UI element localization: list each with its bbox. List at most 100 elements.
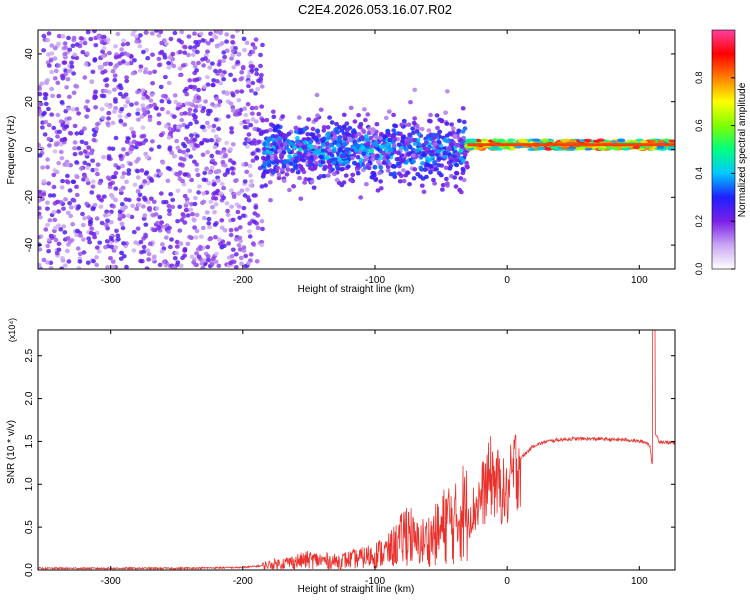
heatmap-cell xyxy=(461,119,467,125)
heatmap-cell xyxy=(172,256,178,261)
heatmap-cell xyxy=(46,63,52,68)
snr-data-point xyxy=(665,442,666,443)
heatmap-cell xyxy=(156,56,162,62)
heatmap-cell xyxy=(55,199,60,204)
heatmap-cell xyxy=(182,172,188,177)
heatmap-cell xyxy=(416,142,422,147)
heatmap-cell xyxy=(391,143,397,148)
heatmap-cell xyxy=(418,165,424,170)
heatmap-cell xyxy=(125,61,130,66)
heatmap-cell xyxy=(427,157,432,163)
heatmap-cell xyxy=(186,52,191,58)
heatmap-cell xyxy=(449,142,454,147)
heatmap-cell xyxy=(91,231,97,237)
heatmap-cell xyxy=(454,171,460,176)
heatmap-cell xyxy=(219,244,225,250)
heatmap-cell xyxy=(255,147,260,153)
heatmap-cell xyxy=(315,128,320,133)
spectrogram-y-tick-label: 0 xyxy=(24,146,35,152)
heatmap-cell xyxy=(458,156,464,161)
heatmap-cell xyxy=(230,34,236,39)
heatmap-cell xyxy=(74,232,80,237)
snr-y-multiplier: (x10⁴) xyxy=(7,318,17,342)
heatmap-cell xyxy=(137,202,142,207)
heatmap-cell xyxy=(356,113,361,118)
heatmap-cell xyxy=(385,131,390,136)
heatmap-cell xyxy=(392,171,397,176)
heatmap-cell xyxy=(209,153,215,159)
heatmap-cell xyxy=(243,253,249,259)
heatmap-cell xyxy=(261,171,267,177)
heatmap-cell xyxy=(130,32,136,37)
heatmap-cell xyxy=(414,123,420,129)
heatmap-cell xyxy=(69,60,74,65)
heatmap-cell xyxy=(197,103,203,109)
heatmap-cell xyxy=(228,188,234,193)
heatmap-cell xyxy=(186,34,192,39)
snr-data-point xyxy=(559,439,560,440)
heatmap-cell xyxy=(177,49,183,55)
heatmap-cell xyxy=(246,83,251,89)
heatmap-cell xyxy=(161,93,166,99)
heatmap-cell xyxy=(216,263,222,268)
heatmap-cell xyxy=(152,102,157,108)
heatmap-cell xyxy=(270,134,276,139)
heatmap-cell xyxy=(281,164,287,169)
heatmap-cell xyxy=(329,120,335,125)
snr-y-tick-label: 1.5 xyxy=(24,434,35,448)
heatmap-cell xyxy=(262,142,267,147)
heatmap-cell xyxy=(355,171,361,176)
heatmap-cell xyxy=(373,177,378,182)
snr-data-point xyxy=(652,467,653,468)
heatmap-cell xyxy=(103,88,109,94)
heatmap-cell xyxy=(115,31,121,37)
heatmap-cell xyxy=(158,171,164,177)
heatmap-cell xyxy=(314,137,320,143)
heatmap-cell xyxy=(56,209,61,214)
heatmap-cell xyxy=(214,96,220,101)
heatmap-cell xyxy=(178,241,184,246)
heatmap-cell xyxy=(320,143,326,148)
heatmap-cell xyxy=(172,30,178,36)
heatmap-cell xyxy=(46,122,52,128)
heatmap-cell xyxy=(368,149,374,154)
heatmap-cell xyxy=(242,141,248,146)
heatmap-cell xyxy=(180,63,186,68)
heatmap-cell xyxy=(212,210,217,215)
heatmap-cell xyxy=(150,52,155,57)
snr-data-point xyxy=(513,471,514,472)
heatmap-cell xyxy=(125,52,131,57)
heatmap-cell xyxy=(134,206,140,211)
heatmap-cell xyxy=(254,259,260,264)
heatmap-cell xyxy=(103,78,108,83)
spectrogram-x-tick-label: -300 xyxy=(101,275,121,286)
heatmap-cell xyxy=(38,85,42,90)
heatmap-cell xyxy=(196,60,201,66)
heatmap-cell xyxy=(173,99,179,105)
heatmap-cell xyxy=(217,99,223,104)
heatmap-cell xyxy=(190,212,195,217)
heatmap-cell xyxy=(132,182,138,187)
heatmap-cell xyxy=(135,189,141,194)
heatmap-cell xyxy=(429,150,435,155)
heatmap-cell xyxy=(108,256,113,261)
heatmap-cell xyxy=(90,179,96,184)
heatmap-cell xyxy=(45,260,50,265)
heatmap-cell xyxy=(454,162,460,168)
heatmap-cell xyxy=(401,168,406,173)
heatmap-cell xyxy=(253,37,259,42)
heatmap-cell xyxy=(344,159,350,164)
snr-data-point xyxy=(361,557,362,558)
heatmap-cell xyxy=(294,139,300,144)
heatmap-cell xyxy=(331,160,337,165)
heatmap-cell xyxy=(117,91,123,97)
heatmap-cell xyxy=(434,113,440,118)
heatmap-cell xyxy=(141,216,147,221)
colorbar-tick-label: 0.6 xyxy=(694,119,704,132)
heatmap-cell xyxy=(66,259,72,264)
heatmap-cell xyxy=(41,192,47,197)
snr-data-point xyxy=(612,439,613,440)
heatmap-cell xyxy=(166,203,172,209)
heatmap-cell xyxy=(297,147,303,152)
heatmap-cell xyxy=(104,239,110,244)
